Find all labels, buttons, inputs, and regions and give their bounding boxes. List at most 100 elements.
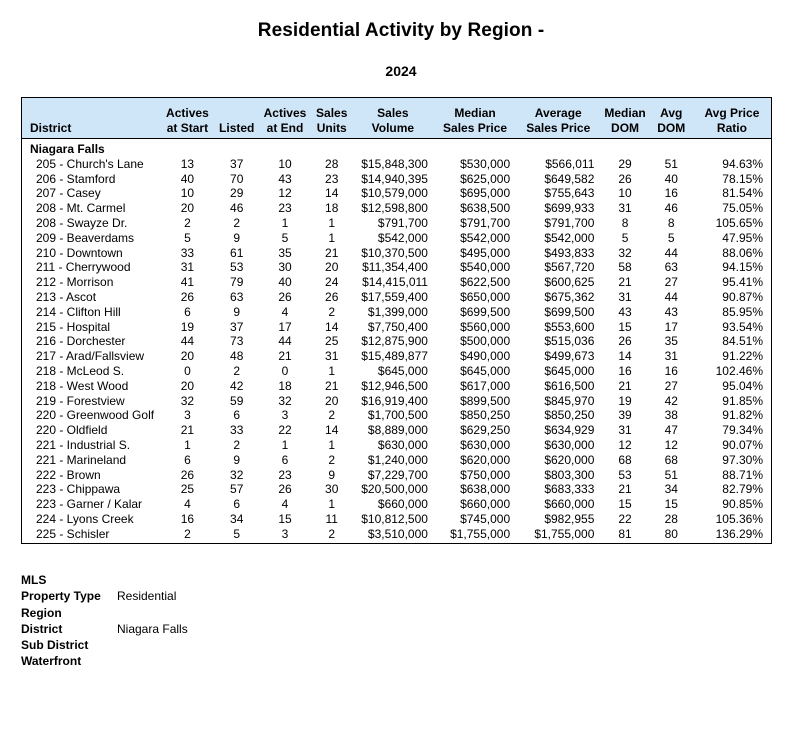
header-actives-end: Actives at End	[258, 98, 312, 139]
actives-start-cell: 13	[180, 156, 195, 171]
actives-start-cell: 6	[184, 304, 191, 319]
table-row: 224 - Lyons Creek 16 34 15 11 $10,812,500 $745…	[22, 512, 771, 527]
median-price-cell: $495,000	[460, 245, 511, 260]
sales-units-cell: 18	[325, 201, 339, 216]
listed-cell: 6	[233, 497, 241, 512]
average-price-cell: $982,955	[544, 511, 595, 526]
actives-end-cell: 6	[281, 452, 289, 467]
average-price-cell: $515,036	[544, 334, 595, 349]
avg-price-ratio-cell: 78.15%	[722, 171, 763, 186]
avg-dom-cell: 63	[664, 260, 678, 275]
sales-units-cell: 1	[328, 497, 336, 512]
actives-start-cell: 31	[180, 260, 195, 275]
district-name-cell: 219 - Forestview	[36, 393, 125, 408]
avg-dom-cell: 44	[664, 245, 678, 260]
activity-table: District Actives at Start Listed Actives a…	[21, 97, 772, 544]
filter-row: Region	[21, 605, 188, 621]
avg-price-ratio-cell: 91.22%	[722, 349, 763, 364]
filter-row: Waterfront	[21, 653, 188, 669]
group-label: Niagara Falls	[30, 142, 105, 156]
avg-dom-cell: 8	[667, 215, 675, 230]
sales-units-cell: 2	[328, 526, 336, 541]
header-sales-volume: Sales Volume	[351, 98, 434, 139]
district-name-cell: 214 - Clifton Hill	[36, 304, 121, 319]
average-price-cell: $675,362	[544, 289, 595, 304]
district-name-cell: 209 - Beaverdams	[36, 230, 135, 245]
sales-volume-cell: $8,889,000	[367, 423, 428, 438]
median-dom-cell: 31	[618, 201, 632, 216]
sales-volume-cell: $645,000	[377, 363, 428, 378]
avg-price-ratio-cell: 105.65%	[715, 215, 763, 230]
median-dom-cell: 15	[618, 497, 632, 512]
actives-start-cell: 20	[180, 349, 195, 364]
avg-price-ratio-cell: 85.95%	[722, 304, 763, 319]
avg-dom-cell: 5	[667, 230, 675, 245]
listed-cell: 2	[233, 437, 241, 452]
avg-dom-cell: 51	[664, 467, 678, 482]
actives-end-cell: 4	[281, 304, 289, 319]
actives-end-cell: 4	[281, 497, 289, 512]
actives-start-cell: 19	[180, 319, 195, 334]
district-name-cell: 218 - West Wood	[36, 378, 129, 393]
header-avg-dom: Avg DOM	[649, 98, 693, 139]
group-row: Niagara Falls	[22, 139, 771, 157]
listed-cell: 2	[233, 363, 241, 378]
avg-dom-cell: 16	[664, 363, 678, 378]
avg-dom-cell: 15	[664, 497, 678, 512]
average-price-cell: $542,000	[544, 230, 595, 245]
median-price-cell: $699,500	[460, 304, 511, 319]
table-row: 211 - Cherrywood 31 53 30 20 $11,354,400 $540,…	[22, 260, 771, 275]
avg-dom-cell: 35	[664, 334, 678, 349]
median-dom-cell: 53	[618, 467, 632, 482]
district-name-cell: 210 - Downtown	[36, 245, 123, 260]
avg-dom-cell: 68	[664, 452, 678, 467]
median-dom-cell: 21	[618, 275, 632, 290]
median-dom-cell: 15	[618, 319, 632, 334]
avg-dom-cell: 27	[664, 378, 678, 393]
district-name-cell: 223 - Garner / Kalar	[36, 497, 143, 512]
average-price-cell: $630,000	[544, 437, 595, 452]
median-price-cell: $638,000	[460, 482, 511, 497]
table-row: 219 - Forestview 32 59 32 20 $16,919,400 $899,…	[22, 394, 771, 409]
filter-row: MLS	[21, 572, 188, 588]
actives-start-cell: 4	[184, 497, 191, 512]
median-dom-cell: 26	[618, 334, 632, 349]
median-dom-cell: 21	[618, 482, 632, 497]
avg-price-ratio-cell: 90.07%	[722, 437, 763, 452]
table-row: 220 - Greenwood Golf 3 6 3 2 $1,700,500 $850,2…	[22, 408, 771, 423]
sales-units-cell: 23	[325, 171, 339, 186]
listed-cell: 37	[230, 156, 244, 171]
median-dom-cell: 58	[618, 260, 632, 275]
header-avg-price-ratio: Avg Price Ratio	[692, 98, 771, 139]
avg-dom-cell: 34	[664, 482, 678, 497]
sales-units-cell: 1	[328, 437, 336, 452]
table-row: 225 - Schisler 2 5 3 2 $3,510,000 $1,755,000 $1…	[22, 527, 771, 542]
actives-end-cell: 0	[281, 363, 289, 378]
avg-dom-cell: 38	[664, 408, 678, 423]
avg-dom-cell: 28	[664, 511, 678, 526]
listed-cell: 33	[230, 423, 244, 438]
listed-cell: 9	[233, 230, 241, 245]
avg-price-ratio-cell: 91.85%	[722, 393, 763, 408]
actives-end-cell: 1	[281, 215, 289, 230]
median-price-cell: $542,000	[460, 230, 511, 245]
average-price-cell: $616,500	[544, 378, 595, 393]
median-dom-cell: 10	[618, 186, 632, 201]
sales-volume-cell: $3,510,000	[367, 526, 428, 541]
filter-summary: MLS Property Type Residential Region Distric…	[21, 572, 188, 670]
avg-price-ratio-cell: 79.34%	[722, 423, 763, 438]
sales-volume-cell: $15,848,300	[361, 156, 428, 171]
sales-volume-cell: $12,875,900	[361, 334, 428, 349]
actives-start-cell: 20	[180, 378, 195, 393]
table-row: 216 - Dorchester 44 73 44 25 $12,875,900 $500,…	[22, 334, 771, 349]
actives-end-cell: 5	[281, 230, 289, 245]
listed-cell: 53	[230, 260, 244, 275]
sales-volume-cell: $10,579,000	[361, 186, 428, 201]
district-name-cell: 218 - McLeod S.	[36, 363, 125, 378]
district-name-cell: 223 - Chippawa	[36, 482, 121, 497]
actives-start-cell: 40	[180, 171, 195, 186]
avg-price-ratio-cell: 91.82%	[722, 408, 763, 423]
median-price-cell: $617,000	[460, 378, 511, 393]
filter-row: Property Type Residential	[21, 588, 188, 604]
table-row: 220 - Oldfield 21 33 22 14 $8,889,000 $629,250…	[22, 423, 771, 438]
